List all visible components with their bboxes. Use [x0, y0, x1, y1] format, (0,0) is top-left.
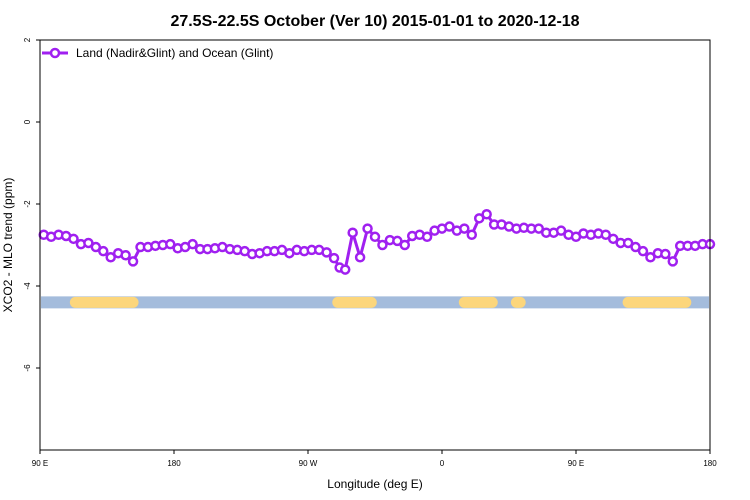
legend-label: Land (Nadir&Glint) and Ocean (Glint): [76, 46, 273, 60]
data-point: [630, 241, 641, 253]
data-point: [369, 231, 381, 243]
data-point: [339, 264, 351, 275]
data-point: [421, 231, 433, 243]
data-point: [362, 223, 373, 234]
data-point: [392, 235, 403, 247]
y-axis: 2 0 -2 -4 -6: [23, 37, 40, 372]
data-point: [127, 256, 139, 267]
data-point: [105, 252, 116, 263]
data-point: [399, 239, 411, 251]
x-axis-label: Longitude (deg E): [327, 477, 422, 491]
data-point: [328, 252, 340, 264]
x-tick-label: 90 E: [32, 459, 48, 468]
y-tick-label: -2: [23, 200, 32, 208]
data-point: [165, 238, 176, 250]
data-point: [98, 245, 109, 257]
plot-frame: [39, 39, 711, 451]
data-point: [459, 223, 470, 234]
y-axis-label: XCO2 - MLO trend (ppm): [1, 178, 15, 313]
series-group: [38, 209, 716, 275]
x-tick-label: 180: [167, 459, 181, 468]
data-point: [645, 252, 656, 263]
legend-marker: [49, 47, 61, 59]
data-point: [68, 233, 79, 245]
data-point: [481, 209, 492, 220]
data-point: [533, 223, 545, 234]
y-tick-label: 0: [23, 119, 32, 124]
data-point: [83, 237, 94, 249]
x-tick-label: 0: [440, 459, 445, 468]
data-point: [622, 237, 634, 249]
data-point: [667, 256, 679, 267]
data-point: [607, 233, 619, 245]
legend: Land (Nadir&Glint) and Ocean (Glint): [42, 46, 273, 60]
y-tick-label: -4: [23, 282, 32, 290]
y-tick-label: 2: [23, 37, 32, 42]
chart-title: 27.5S-22.5S October (Ver 10) 2015-01-01 …: [170, 13, 579, 30]
x-tick-label: 90 W: [299, 459, 318, 468]
data-point: [354, 252, 366, 263]
data-point: [187, 238, 198, 250]
x-tick-label: 180: [703, 459, 717, 468]
x-axis: 90 E 180 90 W 0 90 E 180: [32, 450, 717, 468]
data-point: [473, 213, 485, 224]
data-point: [90, 241, 102, 253]
data-point: [377, 239, 388, 251]
data-point: [321, 247, 332, 258]
x-tick-label: 90 E: [568, 459, 584, 468]
y-tick-label: -6: [23, 364, 32, 372]
data-point: [347, 227, 358, 238]
data-point: [466, 229, 478, 240]
data-point: [637, 245, 649, 257]
data-point: [600, 229, 612, 240]
data-point: [660, 248, 671, 260]
data-point: [555, 225, 567, 236]
data-point: [444, 221, 455, 232]
data-point: [120, 250, 131, 261]
